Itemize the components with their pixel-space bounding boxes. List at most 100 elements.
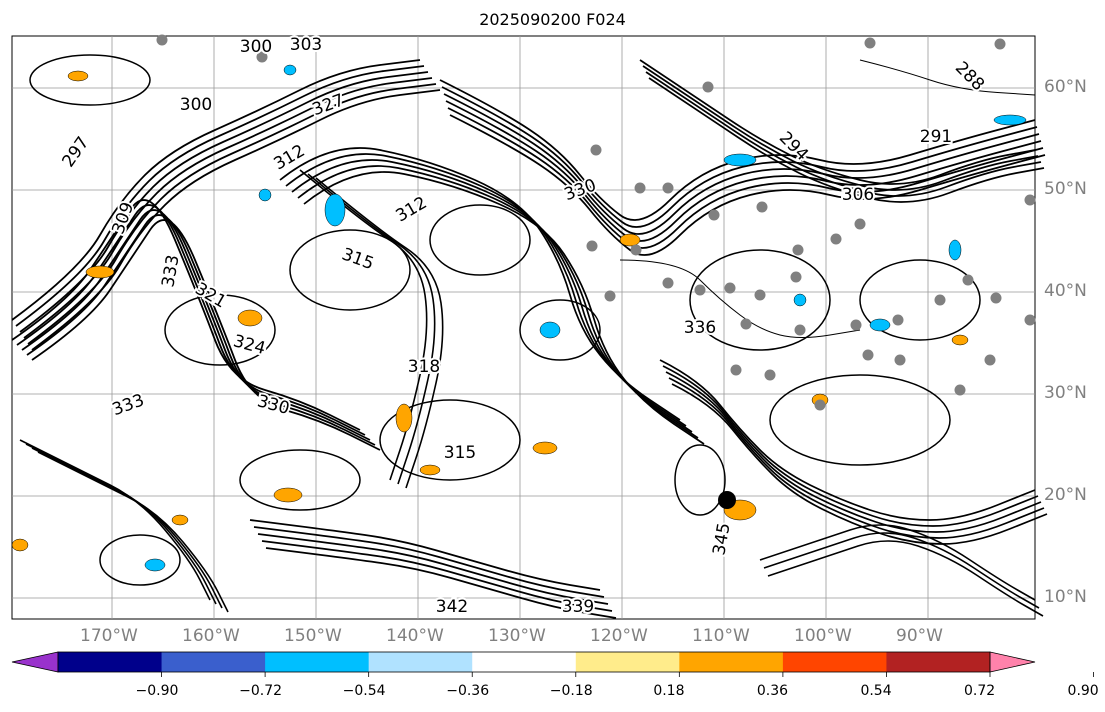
orange-patch [395, 403, 413, 433]
station-dot [708, 209, 720, 221]
contour-line [439, 79, 1036, 221]
shaded-patches [11, 64, 1027, 572]
contour-line [299, 169, 428, 481]
colorbar-segment [161, 652, 266, 672]
contour-closed [859, 259, 981, 341]
contour-closed [379, 399, 521, 481]
contour-closed [674, 444, 726, 516]
colorbar-segment [368, 652, 473, 672]
colorbar-segment [472, 652, 577, 672]
station-dot [662, 182, 674, 194]
contour-line [303, 171, 705, 445]
station-dot [754, 289, 766, 301]
contour-line [659, 359, 1036, 521]
station-dot [756, 201, 768, 213]
lon-label: 160°W [182, 626, 240, 646]
station-dots [156, 34, 1036, 509]
contour-line [265, 547, 617, 619]
colorbar [11, 651, 1094, 677]
station-dot [892, 314, 904, 326]
orange-patch [951, 334, 969, 346]
contour-closed [239, 449, 361, 511]
colorbar-segment [782, 652, 887, 672]
colorbar-tick-label: −0.54 [342, 683, 386, 699]
contour-line [11, 59, 421, 321]
contour-label: 306 [842, 185, 874, 205]
station-dot [764, 369, 776, 381]
colorbar-tick-label: 0.72 [964, 683, 996, 699]
colorbar-tick-label: −0.90 [135, 683, 179, 699]
contour-line [257, 533, 609, 605]
colorbar-segment [58, 652, 163, 672]
station-dot [934, 294, 946, 306]
storm-center-dot [718, 491, 736, 509]
lon-label: 150°W [284, 626, 342, 646]
contour-line [859, 59, 1036, 96]
station-dot [694, 284, 706, 296]
colorbar-tick-label: −0.18 [549, 683, 593, 699]
lat-label: 30°N [1044, 383, 1087, 403]
station-dot [702, 81, 714, 93]
lat-label: 20°N [1044, 485, 1087, 505]
contour-line [261, 540, 613, 612]
blue-patch [258, 188, 272, 202]
blue-patch [793, 293, 807, 307]
station-dot [864, 37, 876, 49]
lat-label: 60°N [1044, 77, 1087, 97]
contour-line [767, 540, 1044, 617]
orange-patch [619, 233, 641, 247]
colorbar-outline [57, 651, 991, 673]
station-dot [954, 384, 966, 396]
contour-line [639, 59, 1036, 185]
station-dot [962, 274, 974, 286]
station-dot [256, 51, 268, 63]
contour-label: 303 [290, 35, 322, 55]
station-dot [634, 182, 646, 194]
station-dot [862, 349, 874, 361]
contour-line [307, 173, 436, 485]
blue-patch [993, 114, 1027, 126]
contour-line [759, 524, 1036, 601]
station-dot [830, 233, 842, 245]
orange-patch [85, 265, 115, 279]
lat-label: 50°N [1044, 179, 1087, 199]
orange-patch [67, 70, 89, 82]
contour-line [31, 219, 381, 451]
station-dot [586, 240, 598, 252]
station-dot [1024, 194, 1036, 206]
orange-patch [237, 309, 263, 327]
station-dot [814, 399, 826, 411]
station-dot [724, 282, 736, 294]
contour-label: 315 [444, 443, 476, 463]
lon-label: 140°W [386, 626, 444, 646]
contour-line [763, 532, 1040, 609]
contour-line [447, 107, 1044, 249]
station-dot [604, 290, 616, 302]
blue-patch [948, 239, 962, 261]
contour-line [249, 519, 601, 591]
contour-line [443, 93, 1040, 235]
colorbar-tick-label: 0.90 [1067, 683, 1099, 699]
orange-patch [171, 514, 189, 526]
station-dot [630, 244, 642, 256]
station-dot [850, 319, 862, 331]
station-dot [894, 354, 906, 366]
lon-label: 130°W [488, 626, 546, 646]
contour-line [15, 65, 425, 327]
contour-closed [164, 294, 276, 366]
contour-line [668, 377, 1045, 539]
station-dot [740, 318, 752, 330]
orange-patch [419, 464, 441, 476]
colorbar-tick-label: −0.72 [239, 683, 283, 699]
station-dot [730, 364, 742, 376]
blue-patch [869, 318, 891, 332]
colorbar-segment [265, 652, 370, 672]
orange-patch [273, 487, 303, 503]
colorbar-segment [679, 652, 784, 672]
station-dot [794, 324, 806, 336]
blue-patch [324, 193, 346, 227]
contour-line [19, 71, 429, 333]
colorbar-tick-label: 0.54 [860, 683, 892, 699]
station-dot [984, 354, 996, 366]
